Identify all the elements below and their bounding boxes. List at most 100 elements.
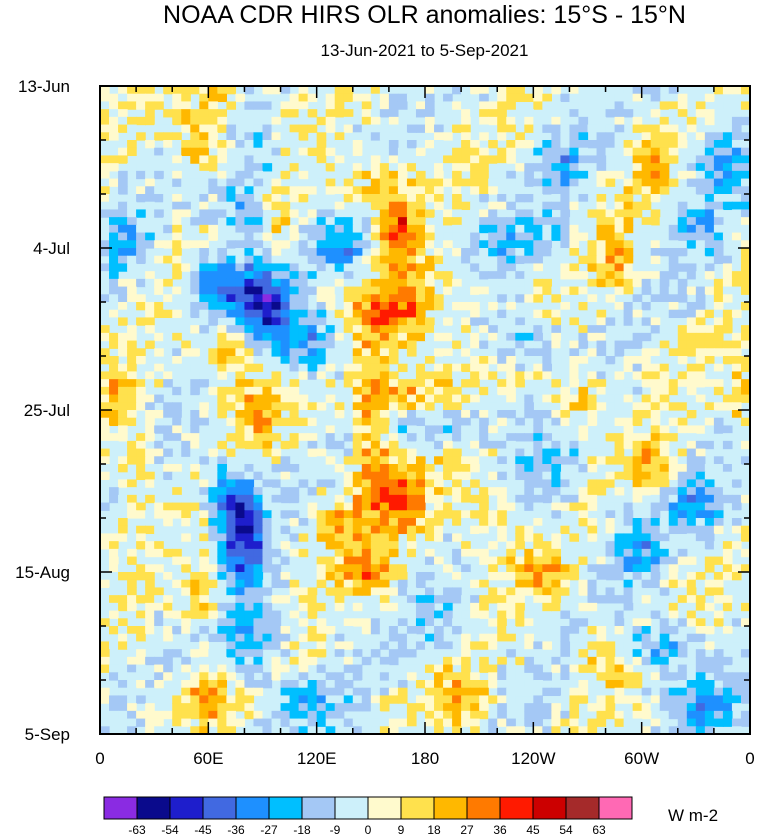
field-cell [199,278,209,288]
field-cell [641,695,652,704]
field-cell [551,703,562,712]
field-cell [145,510,155,519]
field-cell [605,533,616,542]
field-cell [704,710,715,720]
field-cell [569,402,580,411]
field-cell [352,633,363,643]
field-cell [217,410,227,419]
field-cell [181,440,191,450]
field-cell [343,456,354,465]
field-cell [695,518,706,527]
field-cell [208,502,218,511]
field-cell [479,448,489,457]
x-tick-label: 60W [624,749,659,768]
field-cell [650,579,661,589]
field-cell [704,348,715,357]
field-cell [551,587,562,596]
field-cell [235,656,246,666]
field-cell [506,332,516,342]
field-cell [127,410,137,419]
field-cell [226,394,237,403]
field-cell [677,93,688,103]
field-cell [479,548,489,558]
field-cell [722,294,733,303]
field-cell [244,278,255,288]
field-cell [235,410,246,419]
field-cell [587,641,598,650]
field-cell [352,170,363,180]
field-cell [623,317,634,326]
field-cell [352,224,363,234]
field-cell [497,464,507,473]
field-cell [578,510,589,519]
field-cell [488,371,498,380]
field-cell [497,332,507,342]
field-cell [479,656,489,666]
field-cell [127,456,137,465]
field-cell [488,510,498,519]
field-cell [605,587,616,596]
field-cell [479,641,489,650]
field-cell [100,379,110,388]
field-cell [208,687,218,697]
field-cell [470,170,480,180]
field-cell [226,479,237,488]
field-cell [109,394,119,403]
field-cell [650,240,661,249]
field-cell [704,217,715,226]
field-cell [533,332,543,342]
field-cell [596,402,607,411]
field-cell [506,240,516,249]
field-cell [415,487,426,496]
field-cell [298,109,309,118]
field-cell [163,371,173,380]
field-cell [181,618,191,627]
field-cell [415,417,426,427]
field-cell [443,410,453,419]
field-cell [226,340,237,349]
field-cell [334,348,345,357]
field-cell [307,147,318,157]
field-cell [154,170,164,180]
field-cell [289,417,300,427]
field-cell [289,93,300,103]
field-cell [298,186,309,195]
field-cell [244,564,255,573]
field-cell [217,602,227,612]
field-cell [524,456,534,465]
field-cell [325,163,336,172]
field-cell [470,703,480,712]
field-cell [731,155,742,164]
field-cell [343,286,354,295]
field-cell [199,710,209,720]
field-cell [100,325,110,334]
field-cell [136,656,146,666]
field-cell [397,494,408,504]
field-cell [379,363,390,373]
field-cell [397,718,408,727]
field-cell [551,440,562,450]
field-cell [632,402,643,411]
field-cell [289,680,300,689]
field-cell [325,178,336,187]
field-cell [461,556,471,565]
field-cell [452,464,462,473]
colorbar-label: 9 [398,823,405,835]
field-cell [632,263,643,272]
field-cell [406,271,417,280]
field-cell [641,140,652,149]
field-cell [298,703,309,712]
field-cell [461,93,471,103]
field-cell [163,278,173,288]
field-cell [397,178,408,187]
field-cell [172,548,182,558]
field-cell [623,502,634,511]
field-cell [325,703,336,712]
field-cell [280,440,291,450]
field-cell [740,356,750,365]
field-cell [226,317,237,326]
field-cell [695,325,706,334]
field-cell [677,201,688,211]
field-cell [623,248,634,257]
field-cell [199,556,209,565]
